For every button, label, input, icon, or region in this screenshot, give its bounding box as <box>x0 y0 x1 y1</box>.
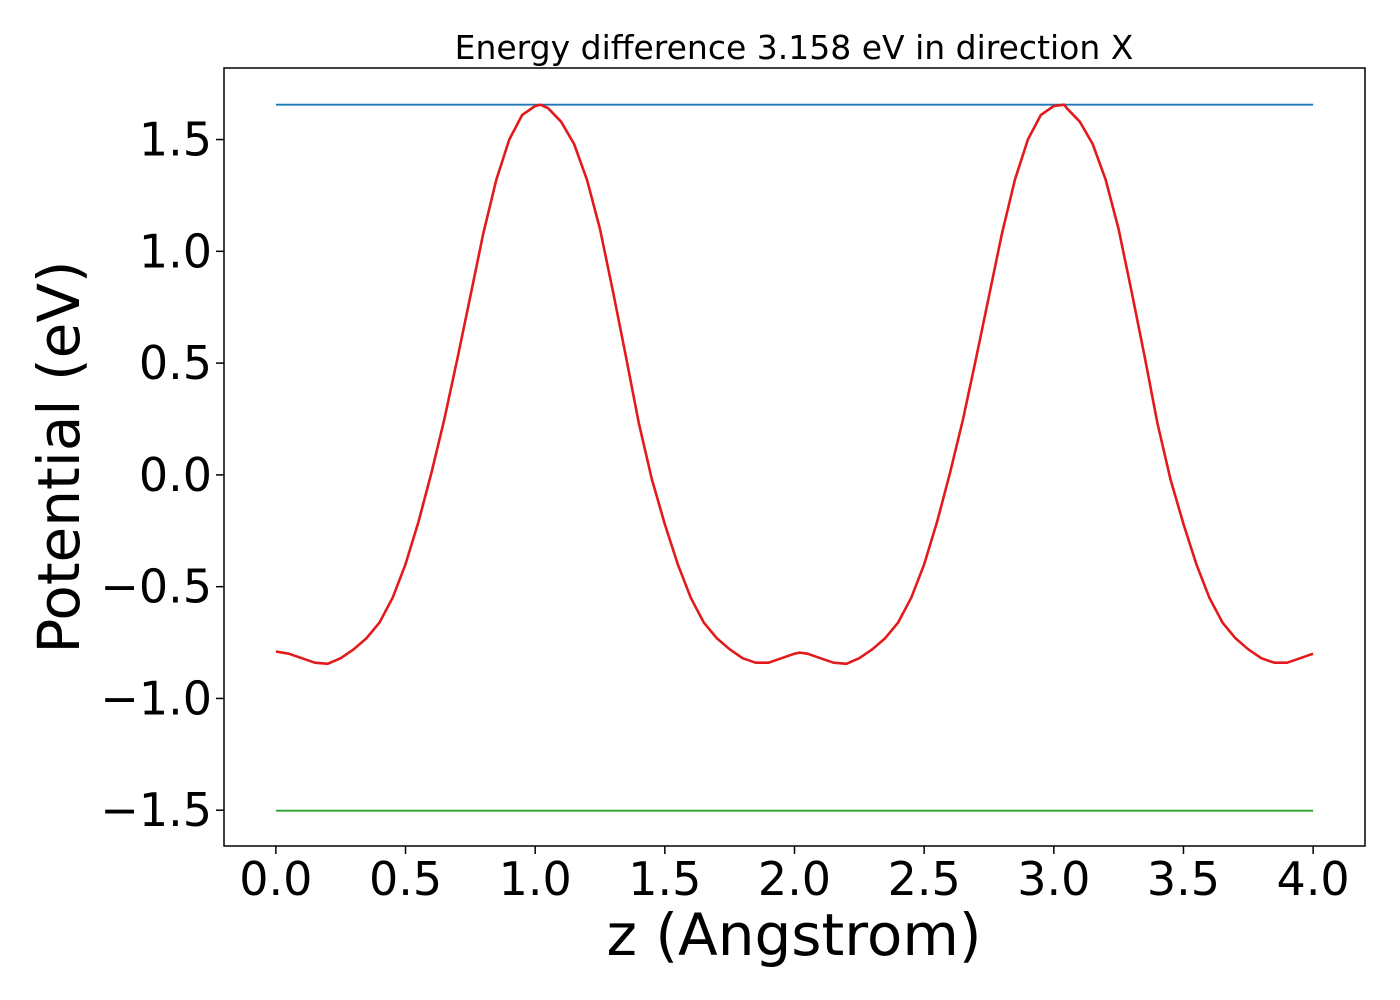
y-tick-label: −1.5 <box>100 783 212 837</box>
potential-curve <box>275 103 1314 666</box>
y-tick-label: −0.5 <box>100 560 212 614</box>
y-tick-label: 0.0 <box>139 448 212 502</box>
x-tick-label: 3.5 <box>1147 852 1220 906</box>
plot-frame <box>223 67 1366 847</box>
plot-lines <box>275 103 1314 812</box>
x-tick-label: 1.0 <box>499 852 572 906</box>
chart-title: Energy difference 3.158 eV in direction … <box>455 28 1134 67</box>
x-axis-ticks: 0.0 0.5 1.0 1.5 2.0 2.5 3.0 3.5 4.0 <box>239 846 1350 906</box>
x-tick-label: 4.0 <box>1277 852 1350 906</box>
y-axis-label: Potential (eV) <box>25 260 93 653</box>
x-tick-label: 1.5 <box>628 852 701 906</box>
x-axis-label: z (Angstrom) <box>607 901 982 969</box>
y-tick-label: 0.5 <box>139 336 212 390</box>
y-axis-ticks: −1.5 −1.0 −0.5 0.0 0.5 1.0 1.5 <box>100 113 224 837</box>
x-tick-label: 2.0 <box>758 852 831 906</box>
x-tick-label: 3.0 <box>1017 852 1090 906</box>
y-tick-label: −1.0 <box>100 671 212 725</box>
x-tick-label: 0.5 <box>369 852 442 906</box>
y-tick-label: 1.5 <box>139 113 212 167</box>
x-tick-label: 0.0 <box>239 852 312 906</box>
x-tick-label: 2.5 <box>888 852 961 906</box>
y-tick-label: 1.0 <box>139 224 212 278</box>
